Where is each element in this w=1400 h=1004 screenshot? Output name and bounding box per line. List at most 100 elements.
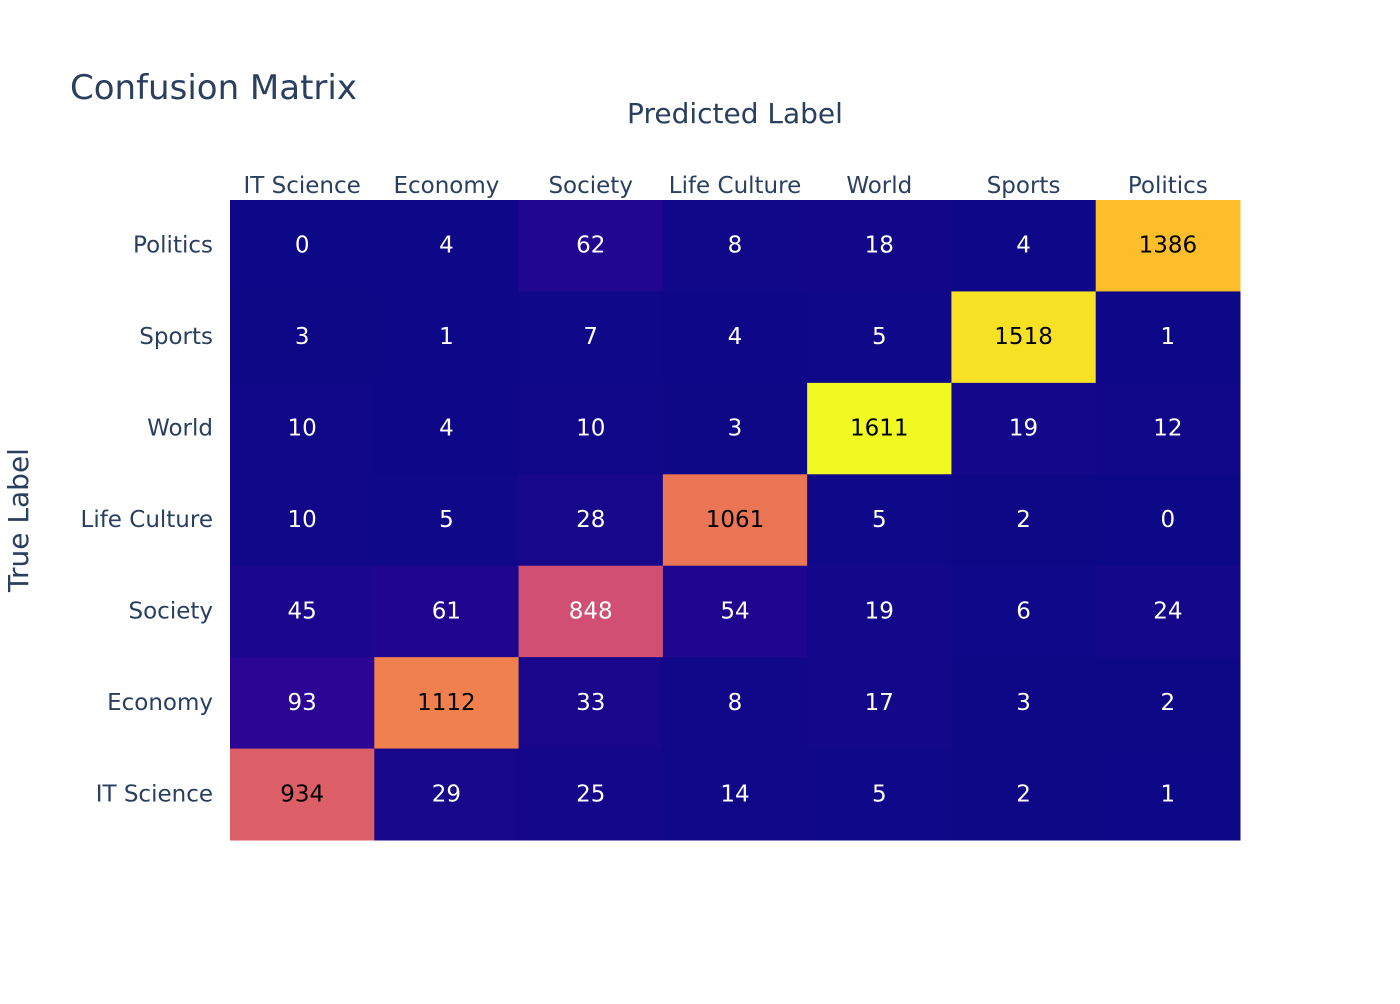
heatmap-cell-life-culture-life-culture — [662, 474, 808, 567]
heatmap-cell-life-culture-economy — [374, 474, 520, 567]
heatmap-cell-society-politics — [1095, 565, 1241, 658]
heatmap-cell-it-science-world — [807, 748, 952, 841]
cell-value-label: 3 — [728, 416, 743, 442]
cell-value-label: 45 — [288, 598, 317, 624]
heatmap-cell-world-world — [807, 382, 952, 475]
cell-value-label: 1 — [1161, 781, 1176, 807]
cell-value-label: 10 — [288, 507, 317, 533]
y-tick-label-economy: Economy — [107, 690, 213, 716]
heatmap-cell-it-science-politics — [1095, 748, 1241, 841]
heatmap-cell-it-science-life-culture — [662, 748, 808, 841]
heatmap-cell-sports-sports — [951, 291, 1097, 384]
heatmap-cell-politics-sports — [951, 200, 1097, 292]
cell-value-label: 5 — [872, 507, 887, 533]
heatmap-cell-society-sports — [951, 565, 1097, 658]
cell-value-label: 19 — [1009, 416, 1038, 442]
x-axis-title: Predicted Label — [627, 97, 843, 130]
heatmap-cell-politics-politics — [1095, 200, 1241, 292]
cell-value-label: 1518 — [994, 324, 1053, 350]
cell-value-label: 14 — [720, 781, 749, 807]
heatmap-cell-economy-world — [807, 657, 952, 750]
cell-value-label: 7 — [583, 324, 598, 350]
y-tick-label-it-science: IT Science — [96, 781, 213, 807]
cell-value-label: 4 — [439, 233, 454, 259]
cell-value-label: 17 — [865, 690, 894, 716]
cell-value-label: 18 — [865, 233, 894, 259]
heatmap-cell-politics-society — [518, 200, 664, 292]
cell-value-label: 33 — [576, 690, 605, 716]
cell-value-label: 62 — [576, 233, 605, 259]
cell-value-label: 1112 — [417, 690, 476, 716]
cell-value-label: 1 — [1161, 324, 1176, 350]
heatmap-cell-it-science-economy — [374, 748, 520, 841]
cell-value-label: 10 — [576, 416, 605, 442]
heatmap-cell-politics-economy — [374, 200, 520, 292]
cell-value-label: 2 — [1016, 781, 1031, 807]
y-tick-label-politics: Politics — [133, 233, 213, 259]
heatmap-cell-sports-it-science — [230, 291, 375, 384]
cell-value-label: 848 — [569, 598, 613, 624]
heatmap-cell-world-society — [518, 382, 664, 475]
x-tick-label-sports: Sports — [987, 173, 1061, 199]
cell-value-label: 6 — [1016, 598, 1031, 624]
cell-value-label: 29 — [432, 781, 461, 807]
cell-value-label: 5 — [872, 324, 887, 350]
x-axis-ticks: IT Science Economy Society Life Culture Worl… — [243, 173, 1207, 199]
cell-value-label: 1611 — [850, 416, 909, 442]
cell-value-label: 5 — [872, 781, 887, 807]
heatmap-cell-it-science-it-science — [230, 748, 375, 841]
cell-value-label: 0 — [1161, 507, 1176, 533]
cell-value-label: 1386 — [1139, 233, 1198, 259]
heatmap-cell-sports-life-culture — [662, 291, 808, 384]
x-tick-label-politics: Politics — [1128, 173, 1208, 199]
heatmap-cell-economy-it-science — [230, 657, 375, 750]
x-tick-label-economy: Economy — [393, 173, 499, 199]
cell-value-label: 10 — [288, 416, 317, 442]
heatmap-cell-world-it-science — [230, 382, 375, 475]
heatmap-cell-life-culture-it-science — [230, 474, 375, 567]
cell-value-label: 8 — [728, 690, 743, 716]
cell-value-label: 12 — [1153, 416, 1182, 442]
y-axis-ticks: Politics Sports World Life Culture Society Ec… — [81, 233, 214, 808]
cell-value-label: 0 — [295, 233, 310, 259]
heatmap-cell-economy-society — [518, 657, 664, 750]
heatmap-cell-world-life-culture — [662, 382, 808, 475]
y-tick-label-life-culture: Life Culture — [81, 507, 214, 533]
chart-title: Confusion Matrix — [70, 68, 357, 108]
cell-value-label: 8 — [728, 233, 743, 259]
cell-value-label: 24 — [1153, 598, 1182, 624]
cell-value-label: 25 — [576, 781, 605, 807]
cell-value-label: 3 — [295, 324, 310, 350]
cell-value-label: 4 — [1016, 233, 1031, 259]
heatmap-cell-sports-politics — [1095, 291, 1241, 384]
cell-value-label: 61 — [432, 598, 461, 624]
heatmap-cell-world-economy — [374, 382, 520, 475]
x-tick-label-life-culture: Life Culture — [669, 173, 802, 199]
heatmap-cell-economy-life-culture — [662, 657, 808, 750]
cell-value-label: 19 — [865, 598, 894, 624]
heatmap-cell-society-it-science — [230, 565, 375, 658]
cell-value-label: 3 — [1016, 690, 1031, 716]
heatmap-cell-politics-world — [807, 200, 952, 292]
cell-value-label: 4 — [439, 416, 454, 442]
heatmap-cell-society-life-culture — [662, 565, 808, 658]
heatmap-cell-economy-economy — [374, 657, 520, 750]
cell-value-label: 1 — [439, 324, 454, 350]
y-tick-label-sports: Sports — [139, 324, 213, 350]
heatmap-cell-politics-life-culture — [662, 200, 808, 292]
heatmap-cell-it-science-society — [518, 748, 664, 841]
cell-value-label: 5 — [439, 507, 454, 533]
heatmap-cell-politics-it-science — [230, 200, 375, 292]
heatmap-cell-society-economy — [374, 565, 520, 658]
y-tick-label-world: World — [147, 416, 213, 442]
heatmap-cell-life-culture-sports — [951, 474, 1097, 567]
y-tick-label-society: Society — [129, 598, 214, 624]
heatmap-cell-society-society — [518, 565, 664, 658]
heatmap-cell-world-sports — [951, 382, 1097, 475]
cell-value-label: 2 — [1016, 507, 1031, 533]
heatmap-cell-life-culture-society — [518, 474, 664, 567]
heatmap-cell-world-politics — [1095, 382, 1241, 475]
